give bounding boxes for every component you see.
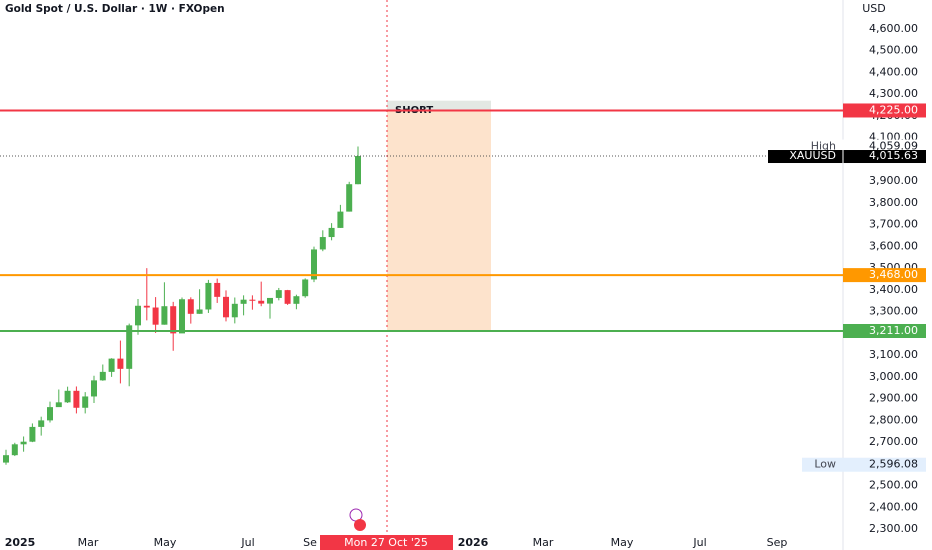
- level-price-tag: [843, 103, 926, 118]
- candle-body: [117, 358, 124, 369]
- low-tag: [802, 457, 926, 472]
- x-tick-label: 2026: [458, 536, 489, 549]
- high-name: High: [811, 140, 836, 153]
- candle-body: [29, 426, 36, 442]
- candle-body: [135, 305, 141, 326]
- candle-body: [64, 390, 71, 403]
- y-tick-label: 3,000.00: [869, 370, 918, 383]
- candle-body: [214, 282, 221, 297]
- candle-body: [196, 309, 203, 314]
- candle-body: [126, 325, 133, 369]
- x-tick-label: Se: [303, 536, 317, 549]
- position-stop-zone: [387, 100, 491, 111]
- candle-body: [328, 227, 335, 238]
- y-tick-label: 2,800.00: [869, 413, 918, 426]
- y-tick-label: 2,500.00: [869, 479, 918, 492]
- x-tick-label: Jul: [692, 536, 706, 549]
- candle-body: [284, 290, 291, 304]
- level-price-label: 4,225.00: [869, 103, 918, 116]
- last-value: 4,015.63: [869, 149, 918, 162]
- candle-body: [73, 390, 80, 408]
- cursor-tag: [320, 535, 453, 550]
- chart-title: Gold Spot / U.S. Dollar · 1W · FXOpen: [5, 3, 225, 15]
- high-tag: [802, 139, 926, 153]
- candle-body: [187, 299, 194, 314]
- x-tick-label: 2025: [5, 536, 36, 549]
- y-tick-label: 4,500.00: [869, 44, 918, 57]
- candle-body: [91, 380, 97, 397]
- candle-body: [249, 299, 256, 301]
- x-tick-label: Mar: [533, 536, 554, 549]
- level-price-label: 3,468.00: [869, 268, 918, 281]
- candle-body: [38, 420, 45, 427]
- candle-body: [319, 237, 326, 250]
- candle-body: [355, 156, 361, 185]
- y-tick-label: 3,100.00: [869, 348, 918, 361]
- candle-body: [99, 371, 106, 381]
- candle-body: [240, 299, 247, 304]
- candle-body: [267, 297, 273, 304]
- candle-body: [82, 396, 89, 408]
- candle-body: [258, 300, 265, 304]
- level-price-label: 3,211.00: [869, 324, 918, 337]
- x-tick-label: May: [611, 536, 634, 549]
- y-tick-label: 2,700.00: [869, 435, 918, 448]
- y-tick-label: 3,900.00: [869, 174, 918, 187]
- last-tag: [768, 150, 926, 164]
- candle-body: [346, 184, 353, 212]
- y-tick-label: 2,400.00: [869, 500, 918, 513]
- x-tick-label: Jul: [240, 536, 254, 549]
- last-name: XAUUSD: [789, 149, 836, 162]
- y-tick-label: 3,300.00: [869, 305, 918, 318]
- candle-body: [3, 455, 9, 463]
- candle-body: [11, 444, 18, 456]
- candle-body: [205, 282, 212, 310]
- high-value: 4,059.09: [869, 140, 918, 153]
- level-price-tag: [843, 268, 926, 283]
- candle-body: [223, 296, 229, 318]
- y-tick-label: 3,700.00: [869, 218, 918, 231]
- candle-body: [179, 299, 185, 334]
- event-icon[interactable]: [354, 519, 366, 531]
- y-tick-label: 3,400.00: [869, 283, 918, 296]
- candle-body: [55, 402, 62, 408]
- candle-body: [152, 307, 159, 325]
- low-value: 2,596.08: [869, 458, 918, 471]
- candle-body: [311, 249, 317, 280]
- candle-body: [47, 407, 53, 421]
- y-tick-label: 3,800.00: [869, 196, 918, 209]
- candle-body: [337, 211, 344, 228]
- x-tick-label: Sep: [767, 536, 788, 549]
- level-price-tag: [843, 324, 926, 339]
- y-tick-label: 4,400.00: [869, 65, 918, 78]
- candle-body: [161, 306, 168, 325]
- x-tick-label: May: [154, 536, 177, 549]
- position-target-zone: [387, 110, 491, 332]
- candle-body: [108, 358, 115, 372]
- y-tick-label: 4,300.00: [869, 87, 918, 100]
- candle-body: [20, 441, 27, 445]
- y-tick-label: 3,600.00: [869, 239, 918, 252]
- candle-body: [293, 296, 300, 304]
- x-tick-label: Mar: [78, 536, 99, 549]
- y-tick-label: 2,900.00: [869, 392, 918, 405]
- currency-label: USD: [862, 2, 886, 15]
- y-tick-label: 2,300.00: [869, 522, 918, 535]
- candle-body: [231, 303, 238, 318]
- low-name: Low: [814, 458, 836, 471]
- candle-body: [302, 279, 309, 297]
- candle-body: [275, 290, 282, 298]
- candle-body: [143, 305, 150, 308]
- plot-area: SHORT: [3, 0, 491, 536]
- y-tick-label: 4,600.00: [869, 22, 918, 35]
- cursor-label: Mon 27 Oct '25: [344, 536, 428, 549]
- candle-body: [170, 306, 177, 334]
